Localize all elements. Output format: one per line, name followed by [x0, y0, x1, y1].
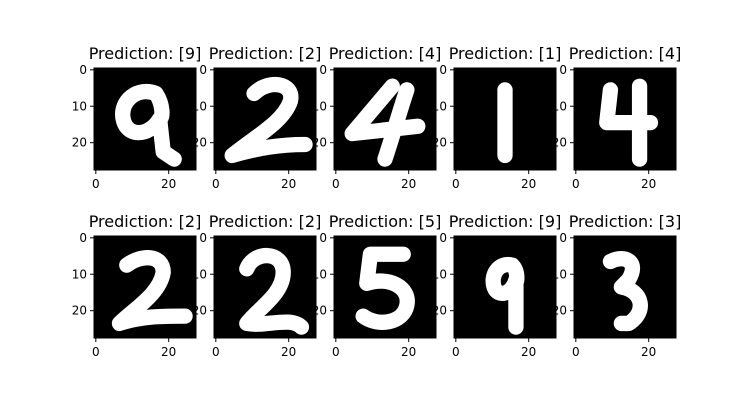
x-tick-label: 20: [281, 177, 296, 191]
y-tick-label: 10: [312, 267, 327, 281]
axes-frame: [453, 67, 557, 171]
y-tick-label: 0: [319, 231, 327, 245]
y-tick-label: 10: [432, 267, 447, 281]
subplot-title: Prediction: [1]: [449, 44, 562, 63]
x-tick-label: 0: [212, 345, 220, 359]
x-tick-label: 20: [401, 177, 416, 191]
x-tick-label: 20: [521, 177, 536, 191]
axes-frame: [93, 67, 197, 171]
x-tick-label: 0: [572, 345, 580, 359]
subplot-title: Prediction: [2]: [209, 212, 322, 231]
y-tick-label: 0: [439, 63, 447, 77]
digit-glyph: [599, 78, 659, 167]
subplot-title: Prediction: [3]: [569, 212, 682, 231]
x-tick-label: 0: [332, 345, 340, 359]
x-tick-label: 20: [161, 345, 176, 359]
digit-glyph: [224, 76, 313, 164]
y-tick-label: 10: [72, 99, 87, 113]
x-tick-label: 0: [452, 345, 460, 359]
y-tick-label: 0: [319, 63, 327, 77]
y-tick-label: 20: [312, 136, 327, 150]
y-tick-label: 0: [199, 63, 207, 77]
subplot-title: Prediction: [9]: [89, 44, 202, 63]
x-tick-label: 20: [641, 345, 656, 359]
axes-frame: [453, 235, 557, 339]
y-tick-label: 20: [72, 304, 87, 318]
x-tick-label: 20: [161, 177, 176, 191]
y-tick-label: 10: [432, 99, 447, 113]
y-tick-label: 10: [72, 267, 87, 281]
digit-glyph: [355, 246, 415, 330]
digit-glyph: [239, 247, 310, 335]
x-tick-label: 0: [212, 177, 220, 191]
y-tick-label: 20: [312, 304, 327, 318]
y-tick-label: 20: [192, 136, 207, 150]
digit-glyph: [485, 256, 525, 335]
digit-glyph: [602, 251, 648, 332]
y-tick-label: 10: [312, 99, 327, 113]
x-tick-label: 20: [521, 345, 536, 359]
axes-frame: [213, 235, 317, 339]
y-tick-label: 0: [199, 231, 207, 245]
subplot-title: Prediction: [4]: [329, 44, 442, 63]
x-tick-label: 0: [92, 345, 100, 359]
y-tick-label: 20: [552, 304, 567, 318]
digit-glyph: [115, 84, 182, 167]
digit-glyph: [344, 78, 426, 167]
y-tick-label: 0: [79, 231, 87, 245]
axes-frame: [573, 235, 677, 339]
x-tick-label: 0: [452, 177, 460, 191]
x-tick-label: 0: [92, 177, 100, 191]
image-area: [94, 68, 196, 170]
subplot-title: Prediction: [5]: [329, 212, 442, 231]
y-tick-label: 20: [552, 136, 567, 150]
y-tick-label: 20: [432, 136, 447, 150]
y-tick-label: 10: [552, 99, 567, 113]
x-tick-label: 20: [641, 177, 656, 191]
axes-frame: [93, 235, 197, 339]
y-tick-label: 20: [192, 304, 207, 318]
subplot-title: Prediction: [4]: [569, 44, 682, 63]
y-tick-label: 0: [79, 63, 87, 77]
x-tick-label: 0: [572, 177, 580, 191]
axes-frame: [213, 67, 317, 171]
y-tick-label: 0: [439, 231, 447, 245]
y-tick-label: 20: [72, 136, 87, 150]
axes-frame: [573, 67, 677, 171]
axes-frame: [333, 235, 437, 339]
subplot-title: Prediction: [9]: [449, 212, 562, 231]
y-tick-label: 0: [559, 231, 567, 245]
x-tick-label: 20: [401, 345, 416, 359]
y-tick-label: 10: [192, 99, 207, 113]
y-tick-label: 10: [552, 267, 567, 281]
digit-glyph: [111, 250, 193, 332]
x-tick-label: 0: [332, 177, 340, 191]
y-tick-label: 10: [192, 267, 207, 281]
y-tick-label: 20: [432, 304, 447, 318]
subplot-title: Prediction: [2]: [89, 212, 202, 231]
y-tick-label: 0: [559, 63, 567, 77]
axes-frame: [333, 67, 437, 171]
x-tick-label: 20: [281, 345, 296, 359]
subplot-title: Prediction: [2]: [209, 44, 322, 63]
